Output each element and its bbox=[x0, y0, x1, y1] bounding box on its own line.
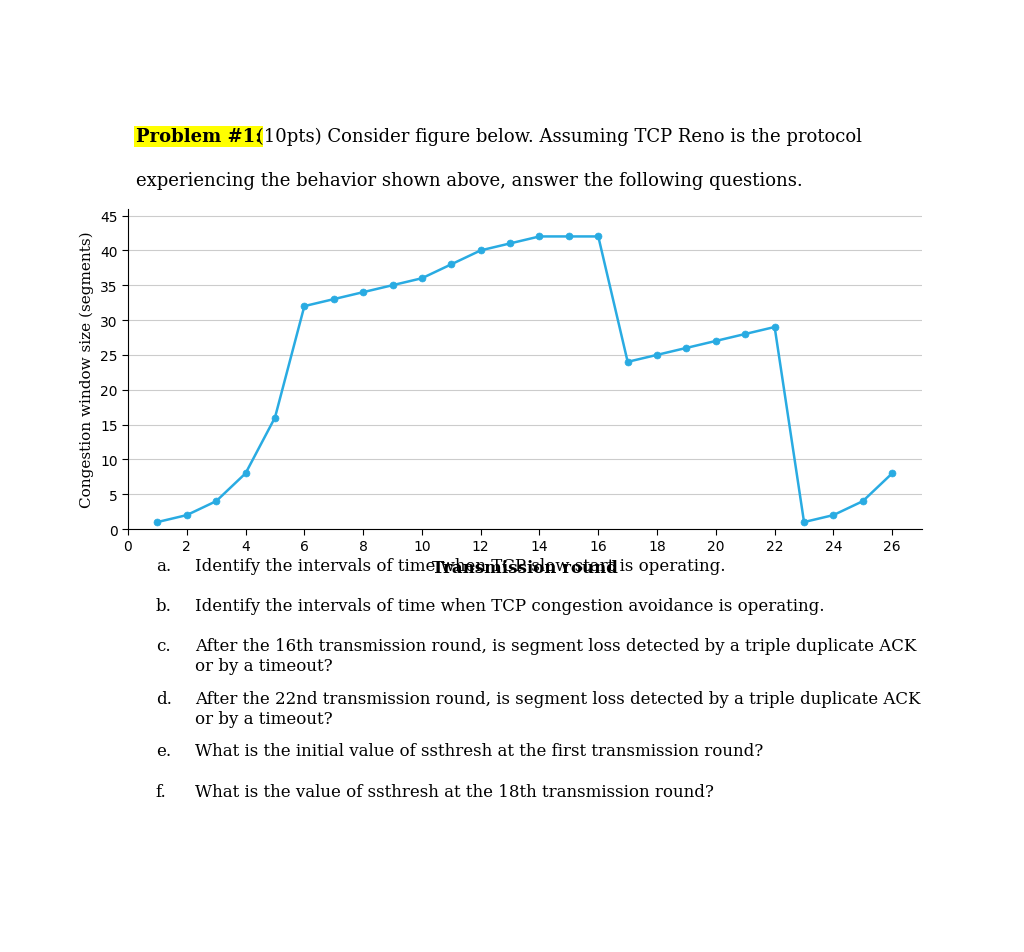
Text: After the 16th transmission round, is segment loss detected by a triple duplicat: After the 16th transmission round, is se… bbox=[196, 638, 916, 674]
Text: f.: f. bbox=[156, 783, 167, 800]
Text: (10pts) Consider figure below. Assuming TCP Reno is the protocol: (10pts) Consider figure below. Assuming … bbox=[251, 128, 862, 147]
Text: d.: d. bbox=[156, 690, 172, 707]
Text: What is the value of ssthresh at the 18th transmission round?: What is the value of ssthresh at the 18t… bbox=[196, 783, 715, 800]
Y-axis label: Congestion window size (segments): Congestion window size (segments) bbox=[80, 231, 94, 507]
Text: What is the initial value of ssthresh at the first transmission round?: What is the initial value of ssthresh at… bbox=[196, 743, 764, 760]
Text: After the 22nd transmission round, is segment loss detected by a triple duplicat: After the 22nd transmission round, is se… bbox=[196, 690, 921, 726]
Text: b.: b. bbox=[156, 598, 172, 614]
Text: experiencing the behavior shown above, answer the following questions.: experiencing the behavior shown above, a… bbox=[136, 171, 803, 189]
Text: e.: e. bbox=[156, 743, 171, 760]
Text: Identify the intervals of time when TCP slow start is operating.: Identify the intervals of time when TCP … bbox=[196, 557, 726, 574]
Text: c.: c. bbox=[156, 638, 170, 655]
Text: Problem #1:: Problem #1: bbox=[136, 128, 262, 146]
X-axis label: Transmission round: Transmission round bbox=[432, 560, 617, 576]
Text: Identify the intervals of time when TCP congestion avoidance is operating.: Identify the intervals of time when TCP … bbox=[196, 598, 825, 614]
Text: a.: a. bbox=[156, 557, 171, 574]
